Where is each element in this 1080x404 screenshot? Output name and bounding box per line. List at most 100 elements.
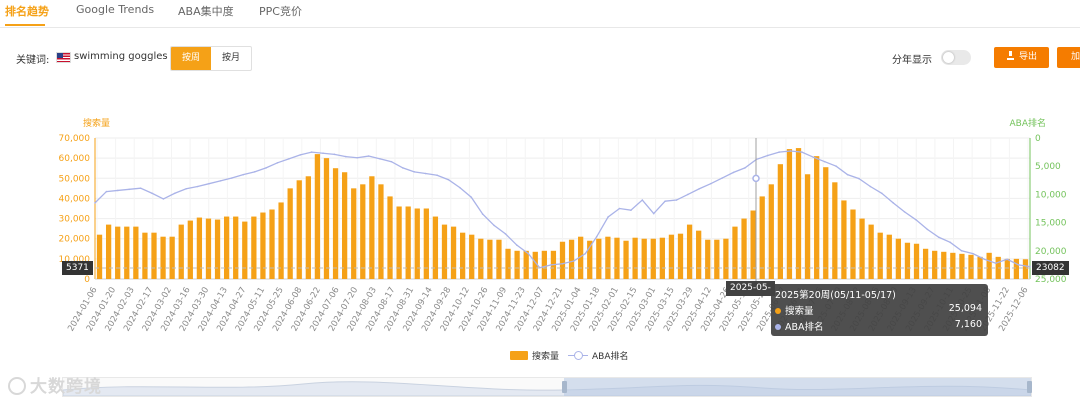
bar: [886, 234, 892, 279]
left-axis-title: 搜索量: [83, 117, 110, 129]
tab-bar: 排名趋势 Google Trends ABA集中度 PPC竞价: [0, 0, 1080, 28]
line-point: [823, 160, 826, 163]
year-toggle[interactable]: [941, 50, 971, 65]
right-axis-title: ABA排名: [1010, 117, 1047, 129]
bar: [278, 202, 284, 279]
bar: [986, 252, 992, 279]
line-point: [447, 178, 450, 181]
bar: [423, 208, 429, 279]
line-point: [721, 177, 723, 179]
line-point: [402, 167, 404, 169]
line-point: [915, 218, 917, 221]
line-point: [105, 190, 108, 193]
line-point: [550, 264, 552, 266]
bar: [623, 240, 629, 279]
line-point: [1006, 258, 1008, 261]
line-point: [926, 228, 929, 231]
bar: [732, 226, 738, 279]
bar: [532, 251, 538, 279]
line-point: [288, 158, 290, 160]
legend-line-dot: [574, 351, 583, 360]
y-left-tick-label: 0: [84, 275, 90, 285]
add-button-label: 加: [1071, 52, 1080, 62]
line-point: [356, 156, 359, 159]
legend-item-aba-rank[interactable]: ABA排名: [592, 352, 629, 362]
legend-item-search-volume[interactable]: 搜索量: [532, 352, 560, 362]
line-point: [219, 180, 222, 182]
bar: [641, 238, 647, 279]
line-point: [1029, 265, 1031, 268]
line-point: [436, 174, 438, 177]
bar: [832, 182, 838, 279]
tooltip-row-search: 搜索量 25,094: [775, 303, 984, 317]
active-tab-indicator: [5, 24, 45, 26]
bar: [223, 216, 230, 279]
bar: [514, 250, 520, 279]
data-zoom-slider[interactable]: [62, 377, 1032, 397]
line-point: [709, 182, 712, 185]
bar: [741, 218, 747, 279]
bar: [768, 184, 774, 279]
bar: [823, 167, 829, 279]
zoom-handle-left[interactable]: [562, 381, 567, 393]
bar: [342, 172, 348, 279]
y-right-tick-label: 0: [1035, 134, 1041, 144]
tab-google-trends[interactable]: Google Trends: [76, 3, 155, 16]
bar: [450, 226, 457, 279]
line-point: [162, 198, 165, 200]
bar: [759, 196, 765, 279]
zoom-handle-right[interactable]: [1027, 381, 1032, 393]
line-point: [732, 171, 735, 174]
tooltip-series-value: 25,094: [948, 303, 982, 314]
bar: [587, 240, 593, 279]
bar: [578, 236, 584, 279]
bar: [405, 206, 411, 279]
bar: [214, 219, 221, 279]
tooltip-series-name: 搜索量: [785, 306, 814, 317]
line-point: [174, 192, 176, 195]
bar: [650, 238, 656, 279]
bar: [187, 220, 193, 279]
tooltip-series-value: 7,160: [954, 319, 982, 330]
bar: [305, 176, 311, 279]
series-dot-icon: [775, 324, 781, 330]
bar: [659, 237, 665, 279]
bar: [559, 241, 566, 279]
bar: [568, 239, 575, 279]
line-point: [960, 250, 963, 252]
bar: [895, 238, 902, 279]
add-button[interactable]: 加: [1057, 47, 1080, 68]
line-point: [459, 186, 461, 189]
line-point: [1017, 264, 1020, 266]
line-point: [117, 189, 119, 192]
tab-ppc-bid[interactable]: PPC竞价: [259, 5, 302, 18]
period-week-button[interactable]: 按周: [171, 47, 211, 70]
line-point: [937, 236, 940, 239]
line-point: [345, 155, 347, 158]
line-point: [630, 209, 632, 211]
line-point: [983, 258, 986, 261]
line-point: [128, 188, 131, 191]
bar: [251, 216, 257, 279]
crosshair-x-label: 2025-05-: [726, 281, 775, 296]
bar: [260, 212, 266, 279]
export-button[interactable]: 导出: [994, 47, 1049, 68]
bar: [814, 156, 820, 279]
bar: [96, 234, 103, 279]
bar: [677, 233, 684, 279]
bar: [360, 184, 366, 279]
y-left-tick-label: 70,000: [59, 134, 91, 144]
line-point: [994, 262, 997, 265]
tab-rank-trend[interactable]: 排名趋势: [5, 5, 49, 18]
line-point: [903, 211, 906, 213]
line-point: [94, 202, 96, 204]
bar: [696, 230, 702, 279]
bar: [469, 234, 475, 279]
bar: [351, 188, 357, 279]
period-month-button[interactable]: 按月: [221, 53, 240, 63]
tab-aba-concentration[interactable]: ABA集中度: [178, 5, 234, 18]
zoom-selection[interactable]: [564, 378, 1031, 396]
legend-bar-swatch[interactable]: [510, 351, 528, 360]
line-point: [858, 177, 860, 180]
